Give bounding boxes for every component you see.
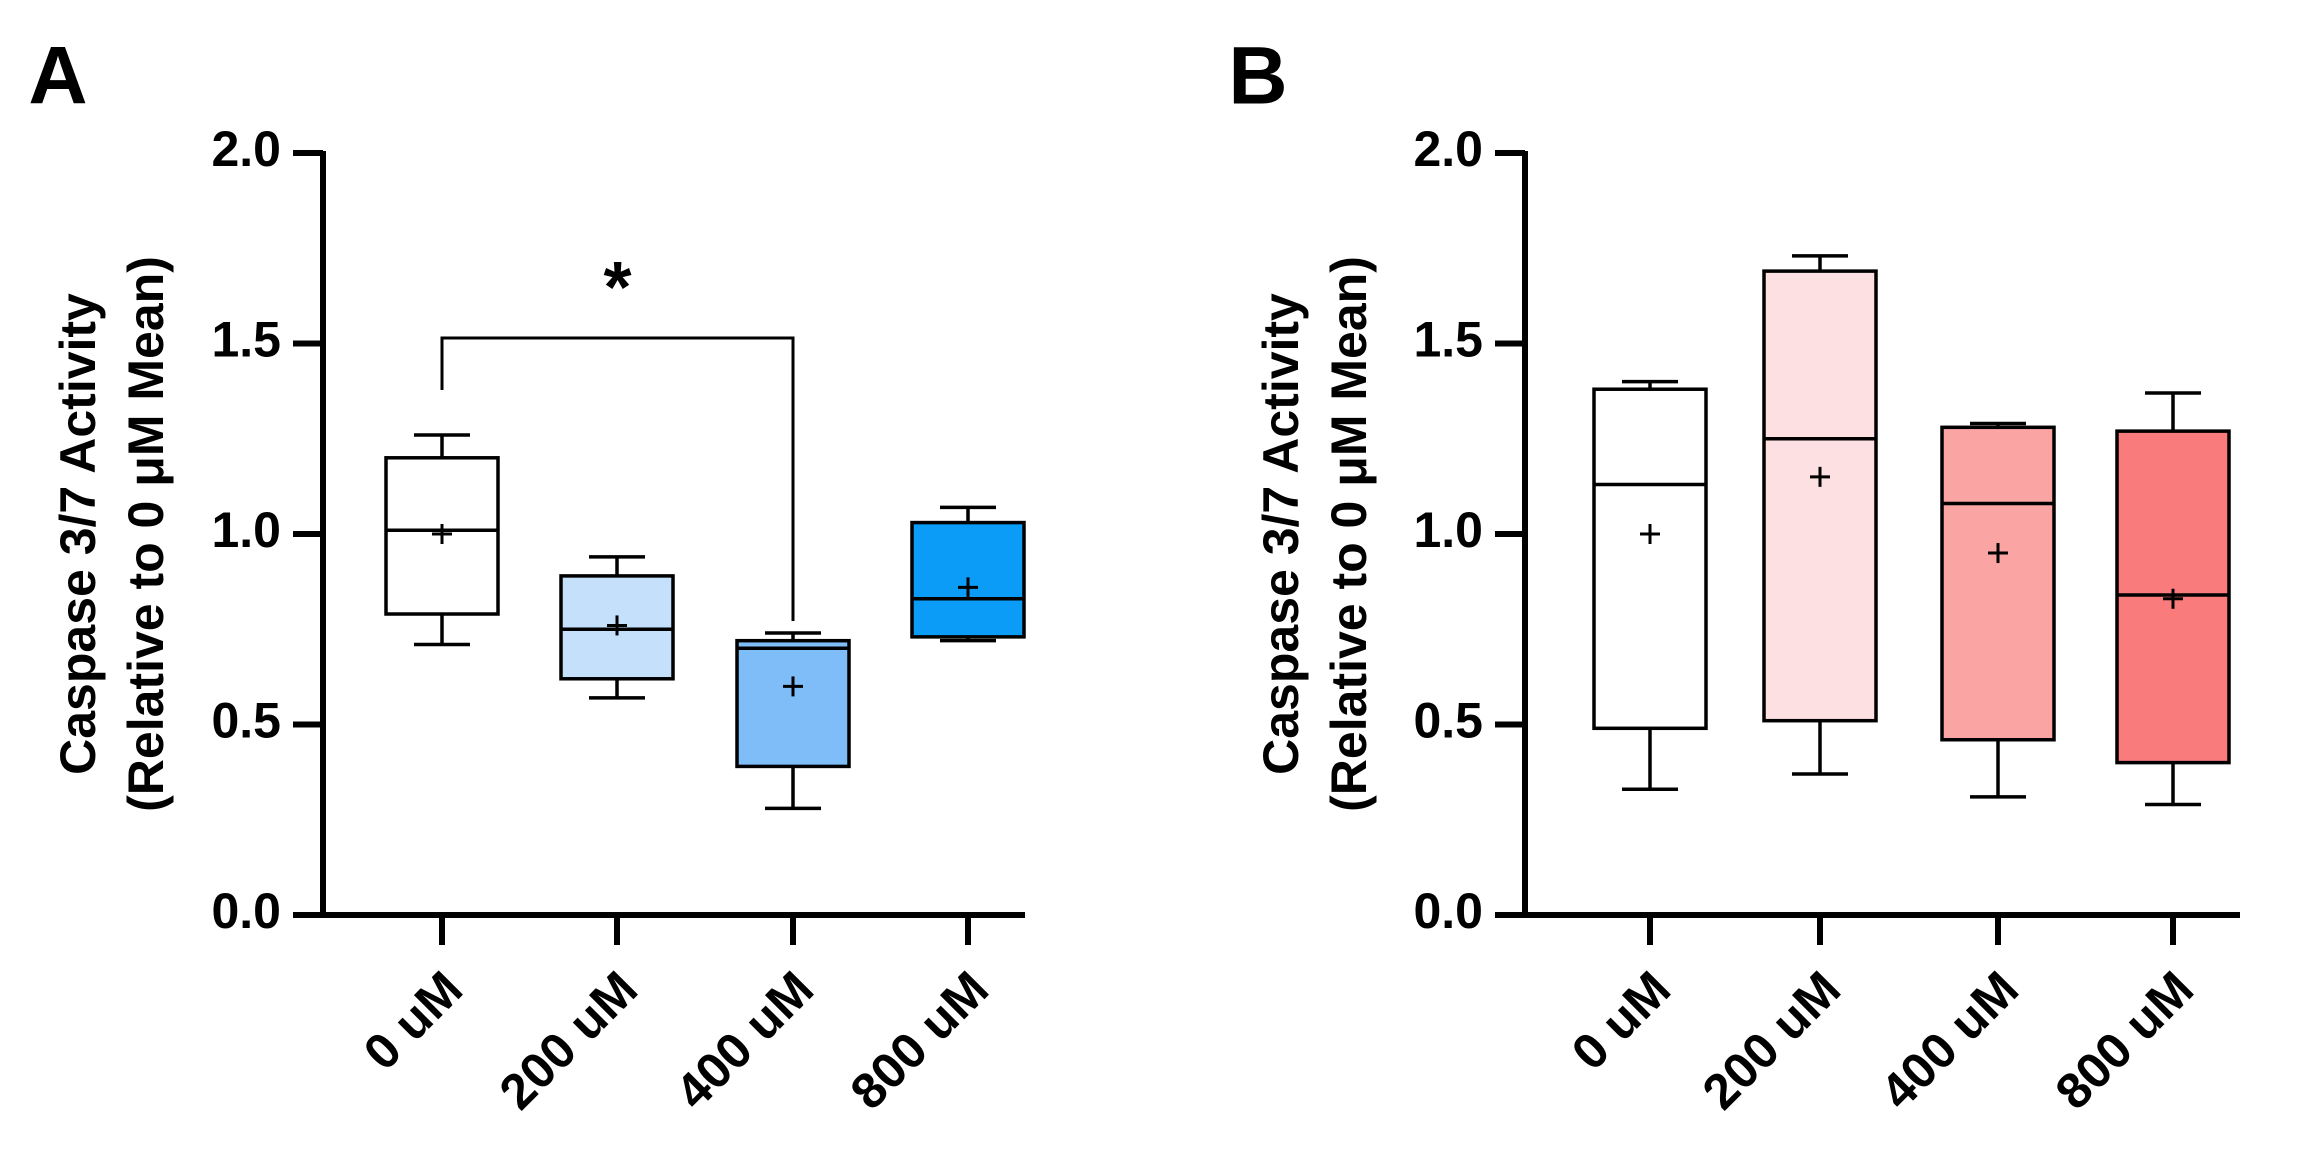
box-1 — [559, 555, 675, 700]
box-3 — [2115, 391, 2231, 807]
box-iqr — [1762, 269, 1878, 723]
y-axis-label-sub: (Relative to 0 μM Mean) — [118, 256, 174, 812]
x-tick-label: 0 uM — [1561, 961, 1681, 1081]
panel-a: A Caspase 3/7 Activity (Relative to 0 μM M… — [28, 31, 1026, 1120]
box-2 — [735, 631, 851, 811]
x-tick-label: 400 uM — [665, 961, 824, 1120]
panel-label: B — [1228, 31, 1287, 122]
y-tick-label: 0.0 — [211, 883, 281, 939]
y-tick-label: 1.5 — [1413, 312, 1483, 368]
y-tick-label: 0.5 — [1413, 693, 1483, 749]
x-tick-label: 400 uM — [1870, 961, 2029, 1120]
y-tick-label: 2.0 — [1413, 121, 1483, 177]
box-1 — [1762, 254, 1878, 776]
significance-bracket: * — [440, 248, 795, 622]
y-tick-label: 2.0 — [211, 121, 281, 177]
y-tick-label: 1.5 — [211, 312, 281, 368]
y-tick-label: 1.0 — [211, 502, 281, 558]
box-iqr — [735, 638, 851, 769]
box-3 — [910, 505, 1026, 643]
box-iqr — [1592, 387, 1708, 731]
x-tick-label: 800 uM — [840, 961, 999, 1120]
y-axis-label: Caspase 3/7 Activity — [1253, 293, 1309, 775]
bracket-line — [440, 336, 795, 622]
panel-label: A — [28, 31, 87, 122]
y-tick-label: 0.0 — [1413, 883, 1483, 939]
x-tick-label: 200 uM — [1692, 961, 1851, 1120]
box-0 — [384, 433, 500, 647]
y-axis-label: Caspase 3/7 Activity — [50, 293, 106, 775]
box-0 — [1592, 379, 1708, 792]
x-tick-label: 800 uM — [2045, 961, 2204, 1120]
significance-star: * — [603, 248, 631, 328]
box-2 — [1940, 421, 2056, 799]
x-tick-label: 200 uM — [489, 961, 648, 1120]
box-iqr — [559, 574, 675, 681]
y-axis-label-sub: (Relative to 0 μM Mean) — [1321, 256, 1377, 812]
box-iqr — [1940, 425, 2056, 742]
y-tick-label: 1.0 — [1413, 502, 1483, 558]
panel-b: B Caspase 3/7 Activity (Relative to 0 μM M… — [1228, 31, 2240, 1120]
x-tick-label: 0 uM — [353, 961, 473, 1081]
y-tick-label: 0.5 — [211, 693, 281, 749]
